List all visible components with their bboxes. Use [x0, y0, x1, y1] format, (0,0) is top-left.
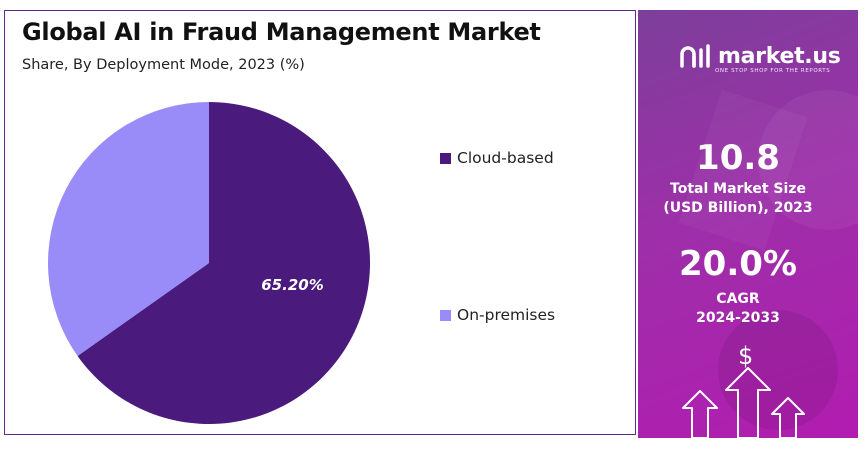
logo-icon — [680, 44, 710, 68]
legend-label-cloud-based: Cloud-based — [457, 149, 554, 167]
up-arrow-icon — [682, 367, 805, 438]
pie-chart: 65.20% — [48, 102, 370, 424]
legend-swatch-cloud-based — [440, 152, 451, 164]
brand-tagline: ONE STOP SHOP FOR THE REPORTS — [715, 68, 831, 74]
brand-name: market.us — [718, 43, 841, 69]
legend-item-on-premises: On-premises — [440, 306, 630, 324]
legend-swatch-on-premises — [440, 309, 451, 321]
pie-slice-on-premises — [48, 102, 210, 356]
cagr-label-2: 2024-2033 — [696, 310, 780, 326]
pie-slice-cloud-based — [77, 102, 370, 424]
dollar-icon: $ — [738, 342, 754, 370]
brand-logo: market.us — [678, 42, 841, 70]
market-size-label-2: (USD Billion), 2023 — [663, 200, 813, 216]
cagr-label-1: CAGR — [716, 291, 760, 307]
market-size-value: 10.8 — [696, 138, 780, 178]
chart-title: Global AI in Fraud Management Market — [22, 18, 541, 46]
data-label-cloud-based: 65.20% — [261, 276, 323, 294]
chart-subtitle: Share, By Deployment Mode, 2023 (%) — [22, 57, 305, 73]
market-size-label-1: Total Market Size — [670, 181, 806, 197]
background-decoration — [678, 89, 858, 430]
cagr-value: 20.0% — [679, 244, 797, 284]
legend-item-cloud-based: Cloud-based — [440, 149, 630, 167]
legend-label-on-premises: On-premises — [457, 306, 556, 324]
summary-sidebar: market.us ONE STOP SHOP FOR THE REPORTS … — [638, 10, 858, 438]
